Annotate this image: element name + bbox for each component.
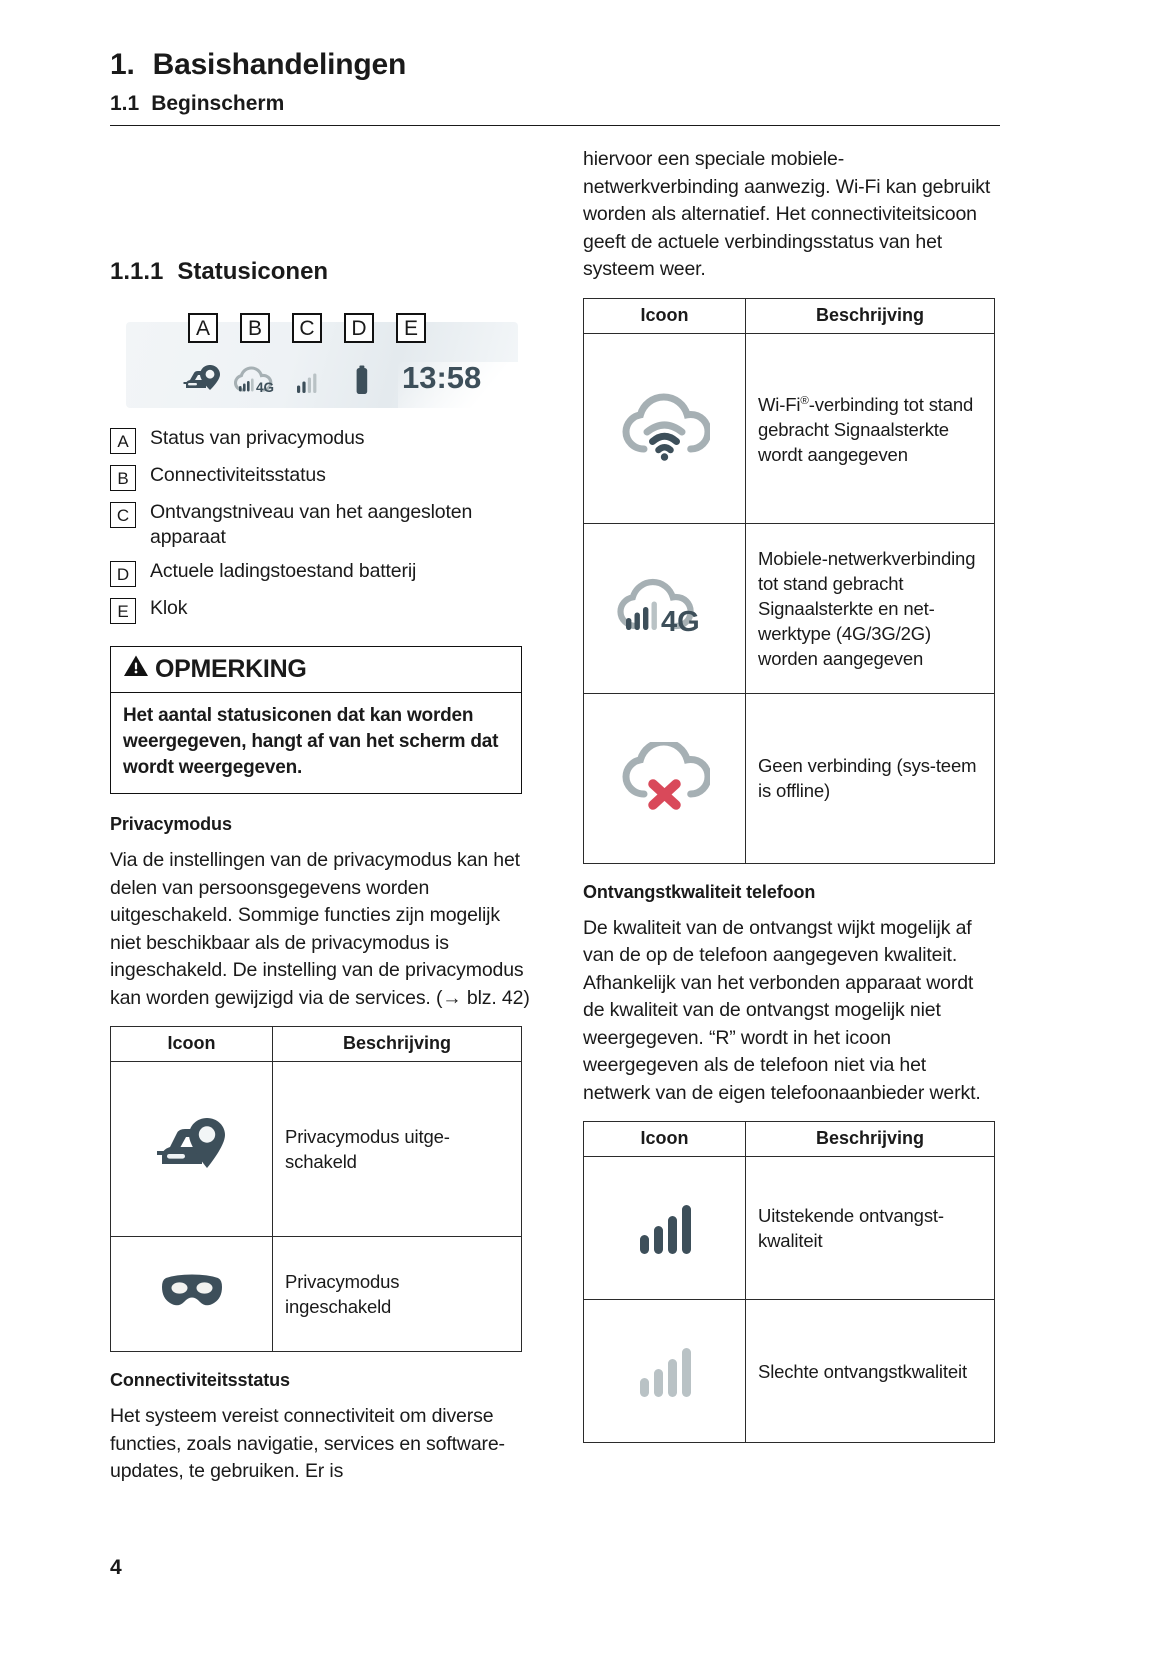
chapter-title: 1. Basishandelingen — [110, 48, 1000, 82]
statusbar-legend: A Status van privacymodus B Connectivite… — [110, 426, 530, 624]
legend-text-e: Klok — [150, 597, 188, 619]
column-header-beschrijving: Beschrijving — [272, 1026, 522, 1062]
column-header-icoon: Icoon — [110, 1026, 273, 1062]
statusbar-icon-row: 4G — [110, 360, 520, 402]
note-header: OPMERKING — [111, 647, 521, 693]
signal-bars-icon — [296, 370, 324, 399]
table-header-row: Icoon Beschrijving — [583, 297, 995, 334]
privacy-heading: Privacymodus — [110, 814, 232, 834]
callout-box-a: A — [188, 313, 218, 343]
legend-item: E Klok — [110, 596, 530, 624]
privacy-row-description: Privacymodus ingeschakeld — [272, 1236, 522, 1352]
connectivity-row-description: Wi-Fi®-verbinding tot stand gebracht Sig… — [745, 332, 995, 524]
privacy-paragraph: Via de instellingen van de privacymodus … — [110, 849, 530, 1009]
note-box: OPMERKING Het aantal statusiconen dat ka… — [110, 646, 522, 794]
connectivity-row-description: Geen verbinding (sys-teem is offline) — [745, 692, 995, 864]
statusbar-clock: 13:58 — [402, 360, 482, 395]
legend-item: C Ontvangstniveau van het aangesloten ap… — [110, 500, 530, 550]
legend-text-d: Actuele ladingstoestand batterij — [150, 560, 417, 582]
page-header: 1. Basishandelingen 1.1 Beginscherm — [110, 48, 1000, 126]
statusbar-figure: A B C D E — [110, 300, 520, 408]
cloud-offline-icon — [583, 692, 746, 864]
connectivity-icon-table: Icoon Beschrijving — [583, 297, 995, 864]
svg-text:4G: 4G — [256, 380, 274, 395]
signal-strong-icon — [583, 1156, 746, 1300]
left-column: 1.1.1 Statusiconen A B C D E — [110, 150, 530, 1500]
registered-trademark-icon: ® — [800, 394, 809, 407]
table-row: Wi-Fi®-verbinding tot stand gebracht Sig… — [583, 332, 995, 524]
table-row: 4G Mobiele-netwerkverbinding tot stand g… — [583, 522, 995, 694]
connectivity-row-description: Mobiele-netwerkverbinding tot stand gebr… — [745, 522, 995, 694]
table-header-row: Icoon Beschrijving — [110, 1026, 522, 1062]
legend-item: D Actuele ladingstoestand batterij — [110, 559, 530, 587]
connectivity-paragraph: Het systeem vereist connectiviteit om di… — [110, 1405, 505, 1482]
legend-item: B Connectiviteitsstatus — [110, 463, 530, 491]
section-title-text: Beginscherm — [151, 92, 285, 115]
reception-row-description: Uitstekende ontvangst-kwaliteit — [745, 1156, 995, 1300]
reception-paragraph: De kwaliteit van de ontvangst wijkt moge… — [583, 916, 981, 1104]
privacy-row-description: Privacymodus uitge-schakeld — [272, 1061, 522, 1237]
column-header-beschrijving: Beschrijving — [745, 297, 995, 334]
table-header-row: Icoon Beschrijving — [583, 1121, 995, 1157]
note-title: OPMERKING — [155, 655, 307, 683]
connectivity-heading: Connectiviteitsstatus — [110, 1370, 290, 1390]
legend-text-b: Connectiviteitsstatus — [150, 464, 326, 486]
callout-box-d: D — [344, 313, 374, 343]
subsection-number: 1.1.1 — [110, 258, 164, 285]
table-row: Geen verbinding (sys-teem is offline) — [583, 692, 995, 864]
page-number: 4 — [110, 1556, 122, 1579]
legend-key-b: B — [110, 465, 136, 491]
section-number: 1.1 — [110, 92, 140, 115]
callout-box-b: B — [240, 313, 270, 343]
car-location-pin-icon — [110, 1061, 273, 1237]
right-column: hiervoor een speciale mobiele-netwerkver… — [583, 146, 995, 1461]
bandit-mask-icon — [110, 1236, 273, 1352]
privacy-car-pin-icon — [182, 364, 224, 401]
cloud-4g-icon: 4G — [583, 522, 746, 694]
table-row: Uitstekende ontvangst-kwaliteit — [583, 1156, 995, 1300]
callout-box-e: E — [396, 313, 426, 343]
reception-row-description: Slechte ontvangstkwaliteit — [745, 1299, 995, 1443]
svg-text:4G: 4G — [661, 606, 700, 638]
legend-key-a: A — [110, 428, 136, 454]
privacy-icon-table: Icoon Beschrijving Privac — [110, 1026, 522, 1352]
signal-weak-icon — [583, 1299, 746, 1443]
battery-icon — [354, 365, 372, 402]
legend-text-c: Ontvangstniveau van het aangesloten appa… — [150, 501, 473, 548]
legend-key-c: C — [110, 502, 136, 528]
legend-key-e: E — [110, 598, 136, 624]
note-body: Het aantal statusiconen dat kan worden w… — [123, 705, 499, 778]
subsection-title: 1.1.1 Statusiconen — [110, 258, 530, 286]
wifi-description-rest: -verbinding tot stand gebracht Signaalst… — [758, 394, 974, 466]
column-header-beschrijving: Beschrijving — [745, 1121, 995, 1157]
warning-triangle-icon — [123, 654, 149, 685]
subsection-title-text: Statusiconen — [177, 258, 329, 285]
legend-key-d: D — [110, 561, 136, 587]
column-header-icoon: Icoon — [583, 1121, 746, 1157]
statusbar-background — [126, 322, 518, 408]
section-title: 1.1 Beginscherm — [110, 92, 1000, 116]
table-row: Privacymodus ingeschakeld — [110, 1236, 522, 1352]
chapter-number: 1. — [110, 48, 135, 81]
legend-text-a: Status van privacymodus — [150, 427, 365, 449]
wifi-label: Wi-Fi — [758, 394, 801, 416]
header-divider — [110, 125, 1000, 126]
table-row: Slechte ontvangstkwaliteit — [583, 1299, 995, 1443]
reception-icon-table: Icoon Beschrijving Uitstekende ontvangst — [583, 1121, 995, 1443]
callout-box-c: C — [292, 313, 322, 343]
reception-heading: Ontvangstkwaliteit telefoon — [583, 881, 816, 902]
legend-item: A Status van privacymodus — [110, 426, 530, 454]
connectivity-intro-paragraph: hiervoor een speciale mobiele-netwerkver… — [583, 148, 991, 280]
column-header-icoon: Icoon — [583, 297, 746, 334]
cloud-4g-icon: 4G — [233, 365, 278, 400]
chapter-title-text: Basishandelingen — [152, 48, 407, 81]
wifi-cloud-icon — [583, 332, 746, 524]
table-row: Privacymodus uitge-schakeld — [110, 1061, 522, 1237]
